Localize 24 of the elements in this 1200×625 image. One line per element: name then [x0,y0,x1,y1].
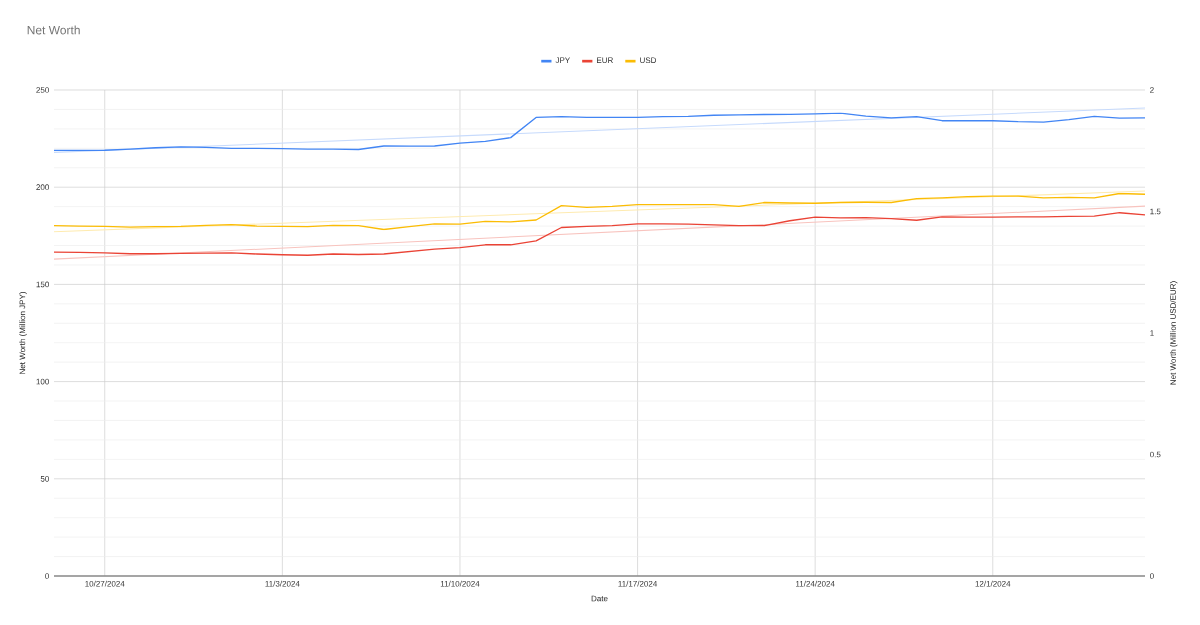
y2-tick-label: 2 [1150,87,1154,93]
y-axis-title: Net Worth (Million JPY) [19,292,27,374]
x-axis-title: Date [591,595,608,602]
x-tick-label: 11/17/2024 [618,580,658,587]
y-tick-label: 150 [36,281,49,288]
x-tick-label: 10/27/2024 [85,580,125,587]
x-tick-label: 12/1/2024 [975,580,1011,587]
x-tick-label: 11/24/2024 [796,580,835,587]
y-tick-label: 200 [36,184,49,191]
y-tick-label: 50 [40,475,49,482]
legend-label: USD [640,57,657,64]
y2-tick-label: 1.5 [1150,208,1161,215]
y2-tick-label: 0.5 [1150,451,1161,458]
y2-axis-title: Net Worth (Million USD/EUR) [1169,281,1178,385]
chart-title: Net Worth [27,25,80,35]
x-tick-label: 11/10/2024 [440,580,480,587]
y-tick-label: 100 [36,378,49,385]
legend-label: JPY [555,57,570,63]
y-tick-label: 0 [45,573,49,579]
x-tick-label: 11/3/2024 [265,580,300,587]
legend-label: EUR [597,57,613,63]
y2-tick-label: 0 [1150,573,1154,579]
y2-tick-label: 1 [1150,330,1154,336]
y-tick-label: 250 [36,87,49,93]
